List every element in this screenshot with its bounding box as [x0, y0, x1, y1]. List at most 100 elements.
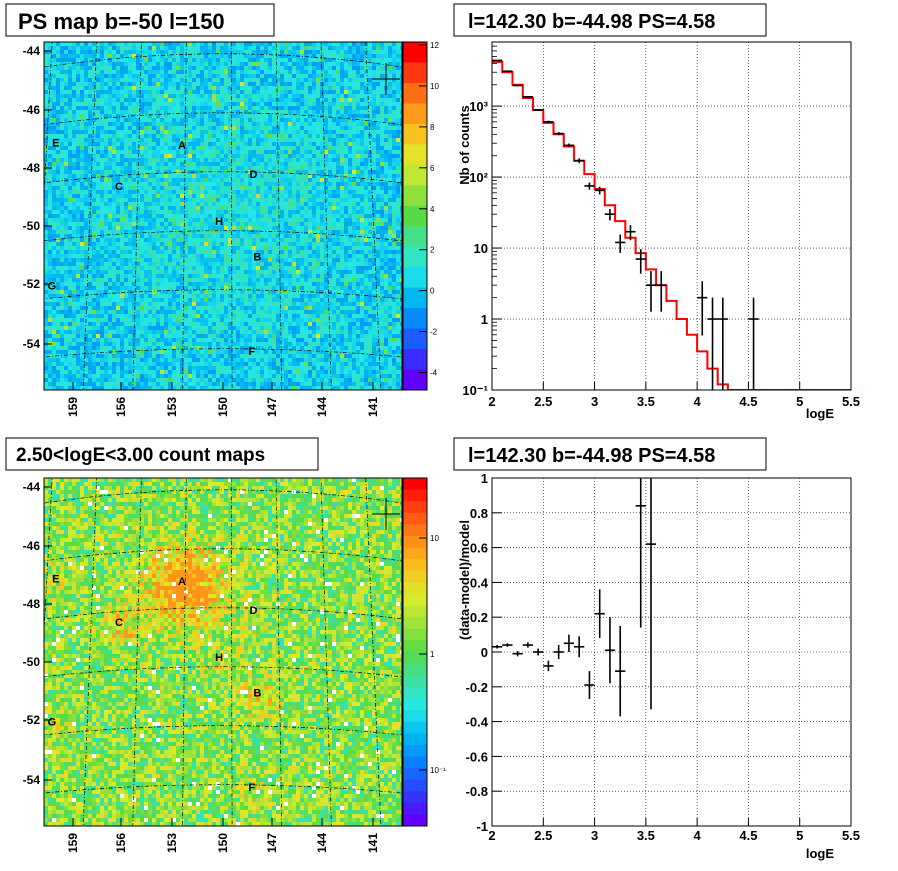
source-label-E: E — [52, 574, 59, 586]
colorbar-tick-label: 1 — [430, 650, 435, 659]
x-tick-label: 144 — [315, 833, 329, 853]
meridian-line — [44, 478, 53, 640]
parallel-line — [44, 289, 402, 300]
spectrum-panel: l=142.30 b=-44.98 PS=4.58 2 2.5 3 3.5 4 4.5 5 5… — [453, 3, 860, 421]
parallel-line — [44, 230, 402, 242]
colorbar-cell — [403, 489, 427, 502]
colorbar-cell — [403, 123, 427, 145]
data-point — [522, 96, 534, 98]
colorbar-cell — [403, 144, 427, 166]
colorbar-cell — [403, 226, 427, 248]
data-point — [645, 271, 657, 312]
ps-map-y-axis: -44 -46 -48 -50 -52 -54 — [23, 44, 52, 351]
colorbar-cell — [403, 768, 427, 780]
meridian-line — [44, 42, 53, 204]
colorbar-cell — [403, 779, 427, 792]
colorbar-cell — [403, 42, 427, 63]
x-tick-label: 5 — [796, 394, 803, 409]
data-point — [656, 271, 667, 312]
meridian-line — [230, 42, 233, 390]
colorbar-cell — [403, 814, 427, 827]
y-tick-label: 0.2 — [470, 610, 488, 625]
spectrum-x-label: logE — [806, 406, 834, 421]
residual-grid — [491, 477, 852, 827]
x-tick-label: 4 — [694, 828, 702, 843]
x-tick-label: 144 — [315, 397, 329, 417]
y-tick-label: 1 — [481, 471, 488, 486]
colorbar-cell — [403, 675, 427, 688]
ps-map-source-labels: A B C D E F G H — [48, 138, 262, 358]
colorbar-cell — [403, 605, 427, 618]
data-point — [594, 186, 605, 195]
data-point — [543, 120, 554, 124]
y-tick-label: -54 — [23, 337, 41, 351]
x-tick-label: 159 — [66, 833, 80, 853]
y-tick-label: -1 — [476, 819, 488, 834]
colorbar-tick-label: 10 — [430, 82, 439, 91]
ps-map-colorbar-axis: 12 10 8 6 4 2 0 -2 -4 — [419, 41, 439, 378]
model-histogram — [492, 60, 851, 390]
meridian-line — [82, 478, 98, 826]
colorbar-tick-label: 10 — [430, 534, 439, 543]
residual-x-label: logE — [806, 846, 834, 861]
count-map-coordinate-grid — [44, 478, 402, 826]
source-label-D: D — [249, 605, 257, 617]
x-tick-label: 3 — [591, 394, 598, 409]
count-map-title-box — [5, 437, 319, 471]
residual-point — [594, 589, 605, 639]
y-tick-label: 1 — [481, 312, 488, 327]
meridian-line — [320, 478, 332, 826]
colorbar-cell — [403, 570, 427, 583]
residual-axes: 2 2.5 3 3.5 4 4.5 5 5.5 -1 -0.8 -0.6 -0.4 -0.2 0 0.2 0.… — [466, 471, 860, 843]
data-point — [717, 297, 728, 390]
x-tick-label: 4.5 — [739, 394, 757, 409]
y-tick-label: -52 — [23, 713, 41, 727]
colorbar-cell — [403, 628, 427, 641]
colorbar-cell — [403, 652, 427, 664]
parallel-line — [44, 112, 402, 126]
meridian-line — [132, 42, 142, 390]
colorbar-cell — [403, 617, 427, 630]
y-tick-label: -0.4 — [466, 715, 489, 730]
source-label-A: A — [178, 140, 186, 152]
y-tick-label: 0.8 — [470, 506, 488, 521]
source-label-H: H — [215, 652, 223, 664]
colorbar-tick-label: 6 — [430, 164, 435, 173]
x-tick-label: 2.5 — [534, 394, 552, 409]
colorbar-tick-label: -4 — [430, 369, 438, 378]
spectrum-axes: 2 2.5 3 3.5 4 4.5 5 5.5 10⁻¹ 1 10 10² 10³ — [462, 41, 860, 409]
source-label-H: H — [215, 216, 223, 228]
colorbar-tick-label: 0 — [430, 287, 435, 296]
meridian-line — [365, 42, 382, 390]
count-map-colorbar-frame — [402, 477, 428, 827]
colorbar-cell — [403, 640, 427, 653]
source-label-C: C — [115, 617, 123, 629]
colorbar-cell — [403, 478, 427, 490]
data-point — [707, 297, 718, 390]
source-label-A: A — [178, 576, 186, 588]
colorbar-cell — [403, 802, 427, 815]
y-tick-label: -48 — [23, 597, 41, 611]
data-point — [574, 158, 585, 164]
count-map-title: 2.50<logE<3.00 count maps — [16, 445, 265, 466]
data-point — [584, 182, 595, 190]
meridian-line — [275, 478, 283, 826]
residual-point — [563, 634, 575, 652]
data-point — [563, 143, 575, 148]
data-point — [492, 59, 503, 62]
colorbar-cell — [403, 536, 427, 548]
y-tick-label: -0.6 — [466, 749, 488, 764]
x-tick-label: 159 — [66, 397, 80, 417]
colorbar-cell — [403, 308, 427, 329]
colorbar-cell — [403, 205, 427, 227]
colorbar-tick-label: 4 — [430, 205, 435, 214]
count-map-x-axis: 159 156 153 150 147 144 141 — [66, 818, 380, 853]
colorbar-cell — [403, 82, 427, 104]
data-point — [625, 224, 636, 241]
residual-point — [645, 478, 657, 710]
residual-point — [584, 671, 595, 699]
colorbar-cell — [403, 547, 427, 560]
y-tick-label: 10 — [474, 241, 488, 256]
y-tick-label: 10³ — [469, 99, 488, 114]
